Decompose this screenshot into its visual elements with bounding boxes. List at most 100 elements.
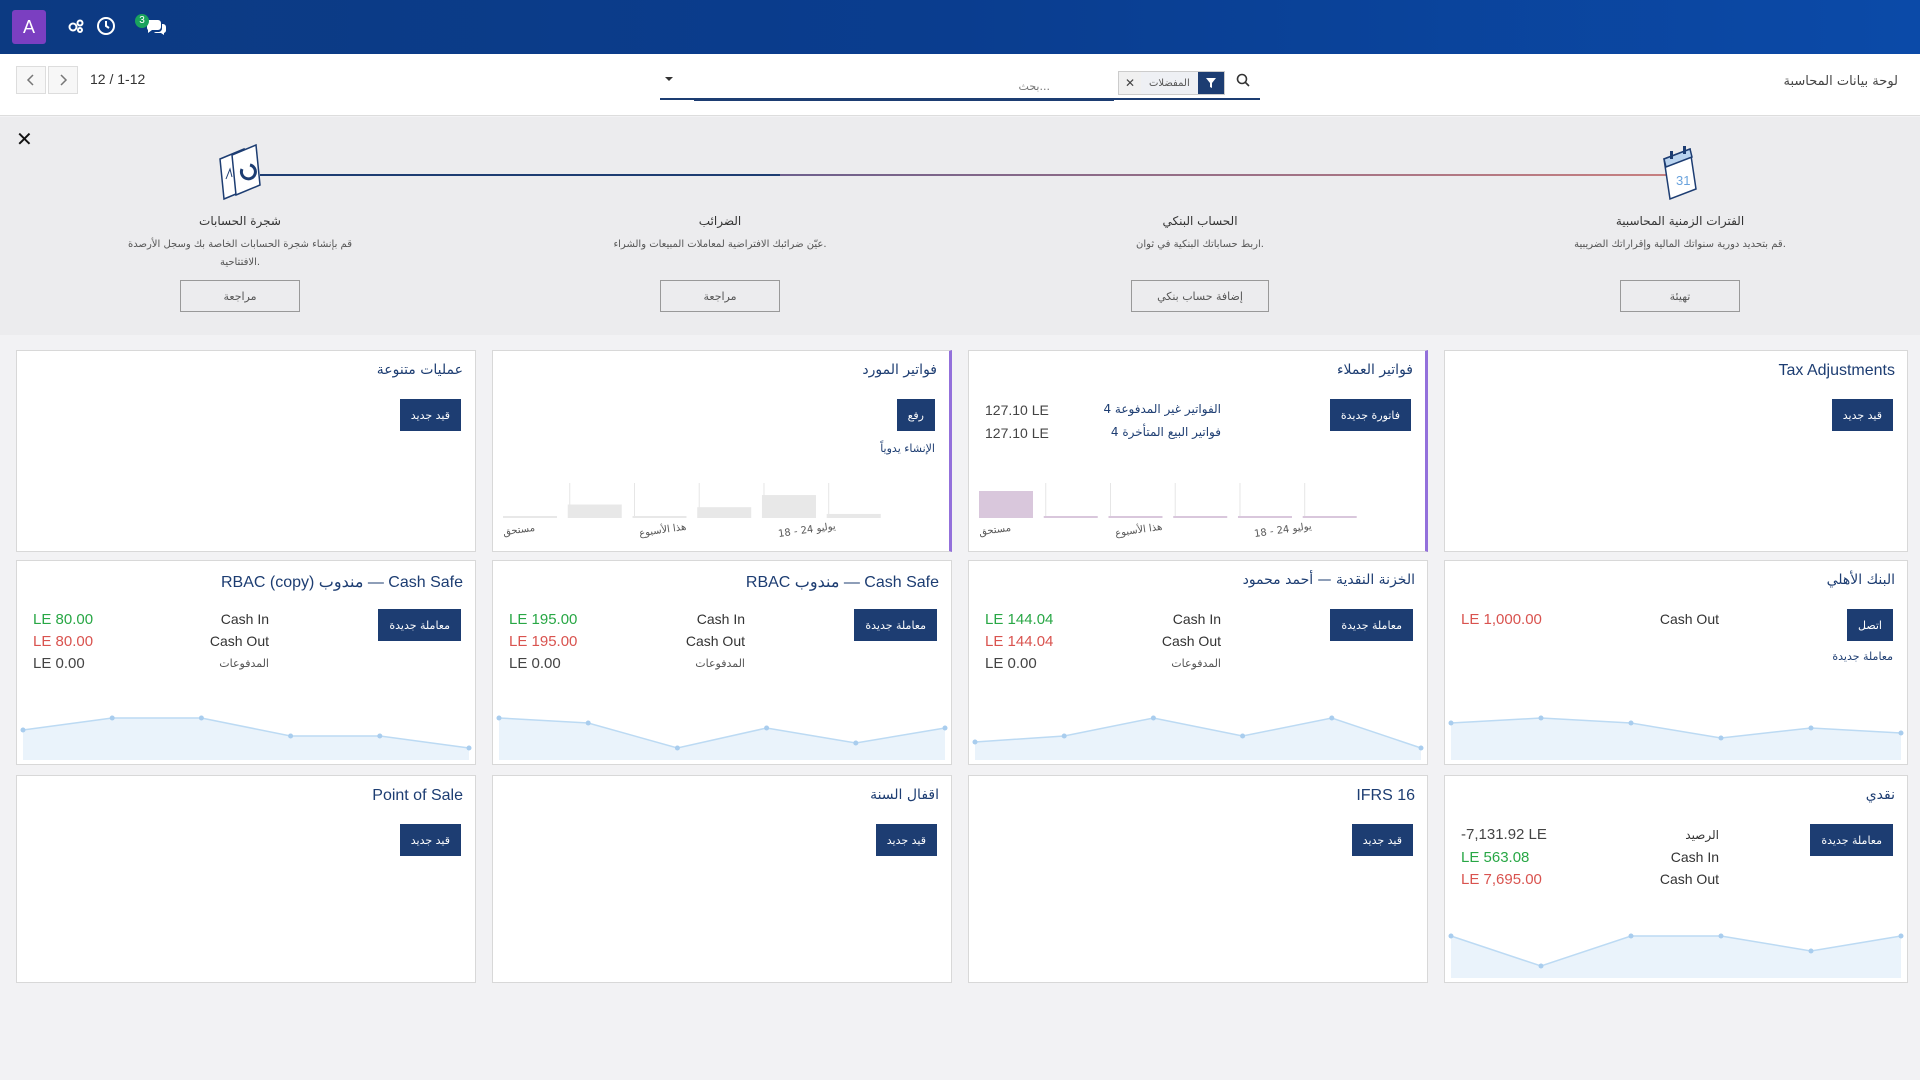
payments-label[interactable]: المدفوعات <box>695 657 745 670</box>
card-title[interactable]: فواتير المورد <box>862 362 937 378</box>
treasury-line-chart[interactable] <box>969 694 1427 764</box>
new-entry-button[interactable]: قيد جديد <box>399 824 461 856</box>
journal-card-cash: نقدي معاملة جديدة الرصيد -7,131.92 LE Ca… <box>1444 775 1908 983</box>
card-title[interactable]: Point of Sale <box>372 787 463 804</box>
balance-label: الرصيد <box>1685 828 1719 842</box>
debug-icon[interactable] <box>66 16 88 38</box>
payments-label[interactable]: المدفوعات <box>219 657 269 670</box>
cash-in-label[interactable]: Cash In <box>1670 849 1719 865</box>
step-title: الضرائب <box>698 214 742 228</box>
chart-area <box>975 718 1421 760</box>
cash-out-label[interactable]: Cash Out <box>1161 633 1221 649</box>
chat-icon[interactable] <box>144 16 167 38</box>
chart-bar <box>761 495 816 518</box>
bank-line-chart[interactable] <box>1445 694 1907 764</box>
chart-point <box>1808 948 1814 954</box>
add-bank-account-button[interactable]: إضافة حساب بنكي <box>1131 280 1269 312</box>
create-manually-link[interactable]: الإنشاء يدوياً <box>880 442 935 455</box>
review-accounts-button[interactable]: مراجعة <box>180 280 300 312</box>
card-title[interactable]: IFRS 16 <box>1356 787 1415 804</box>
configure-button[interactable]: تهيئة <box>1620 280 1740 312</box>
chart-point <box>1718 735 1724 741</box>
pager-next-button[interactable] <box>48 66 78 94</box>
facet-remove-icon[interactable]: ✕ <box>1119 72 1141 94</box>
card-title[interactable]: Tax Adjustments <box>1778 362 1896 379</box>
svg-text:31: 31 <box>1676 173 1690 188</box>
chart-point <box>585 720 591 726</box>
new-transaction-button[interactable]: معاملة جديدة <box>1810 824 1893 856</box>
journal-card-rbac-copy-safe: RBAC (copy) مندوب — Cash Safe معاملة جدي… <box>16 560 476 765</box>
chart-point <box>1240 733 1246 739</box>
search-input[interactable] <box>810 76 1050 96</box>
new-entry-button[interactable]: قيد جديد <box>399 399 461 431</box>
cash-in-label[interactable]: Cash In <box>1172 611 1221 627</box>
card-title[interactable]: البنك الأهلي <box>1826 572 1895 588</box>
late-invoices-amount: 127.10 LE <box>985 425 1049 441</box>
messages-badge: 3 <box>135 14 149 28</box>
card-title[interactable]: RBAC مندوب — Cash Safe <box>745 574 939 591</box>
chart-point <box>1628 933 1634 939</box>
new-entry-button[interactable]: قيد جديد <box>875 824 937 856</box>
chart-point <box>466 745 472 751</box>
onboarding-panel: ✕ 31 الفترات الزمنية المحاسبية قم بتحديد… <box>0 117 1920 335</box>
unpaid-invoices-link[interactable]: 4 الفواتير غير المدفوعة <box>1103 402 1221 416</box>
card-title[interactable]: نقدي <box>1865 787 1895 803</box>
card-title[interactable]: الخزنة النقدية — أحمد محمود <box>1242 572 1415 588</box>
pager-limit: 12 <box>90 71 106 87</box>
review-taxes-button[interactable]: مراجعة <box>660 280 780 312</box>
search-focus-line <box>694 98 1114 101</box>
close-icon[interactable]: ✕ <box>16 127 33 151</box>
pager-value[interactable]: 12 / 1-12 <box>90 71 146 87</box>
chart-point <box>496 715 502 721</box>
card-title[interactable]: فواتير العملاء <box>1336 362 1413 378</box>
cash-in-value: LE 195.00 <box>509 611 578 628</box>
new-transaction-button[interactable]: معاملة جديدة <box>378 609 461 641</box>
chart-bar <box>1108 516 1163 518</box>
chart-bar <box>1302 516 1357 518</box>
cash-out-label[interactable]: Cash Out <box>1659 871 1719 887</box>
chart-point <box>1898 730 1904 736</box>
new-invoice-button[interactable]: فاتورة جديدة <box>1329 399 1411 431</box>
card-title[interactable]: اقفال السنة <box>870 787 939 803</box>
chevron-right-icon <box>60 74 68 86</box>
search-icon[interactable] <box>1236 73 1254 91</box>
rbac-copy-line-chart[interactable] <box>17 694 475 764</box>
new-transaction-button[interactable]: معاملة جديدة <box>854 609 937 641</box>
cash-out-label[interactable]: Cash Out <box>1659 611 1719 627</box>
cash-out-value: LE 195.00 <box>509 633 578 650</box>
payments-value: LE 0.00 <box>509 655 561 672</box>
invoices-bar-chart[interactable] <box>969 471 1426 551</box>
journal-card-national-bank: البنك الأهلي اتصل معاملة جديدة Cash Out … <box>1444 560 1908 765</box>
new-transaction-button[interactable]: معاملة جديدة <box>1330 609 1413 641</box>
journal-card-cash-treasury: الخزنة النقدية — أحمد محمود معاملة جديدة… <box>968 560 1428 765</box>
bills-bar-chart[interactable] <box>493 471 950 551</box>
new-entry-button[interactable]: قيد جديد <box>1831 399 1893 431</box>
connect-button[interactable]: اتصل <box>1847 609 1893 641</box>
balance-value: -7,131.92 LE <box>1461 826 1547 843</box>
card-title[interactable]: RBAC (copy) مندوب — Cash Safe <box>221 574 463 591</box>
user-avatar[interactable]: A <box>12 10 46 44</box>
search-options-toggle[interactable] <box>664 74 678 88</box>
chart-bar <box>567 504 622 518</box>
payments-label[interactable]: المدفوعات <box>1171 657 1221 670</box>
cash-out-label[interactable]: Cash Out <box>685 633 745 649</box>
clock-icon[interactable] <box>96 16 118 38</box>
cash-in-value: LE 563.08 <box>1461 849 1530 866</box>
pager-previous-button[interactable] <box>16 66 46 94</box>
new-transaction-link[interactable]: معاملة جديدة <box>1832 650 1893 663</box>
journal-card-customer-invoices: فواتير العملاء فاتورة جديدة 4 الفواتير غ… <box>968 350 1428 552</box>
cash-in-label[interactable]: Cash In <box>696 611 745 627</box>
cash-line-chart[interactable] <box>1445 912 1907 982</box>
chart-line <box>498 717 946 749</box>
new-entry-button[interactable]: قيد جديد <box>1351 824 1413 856</box>
card-title[interactable]: عمليات متنوعة <box>376 362 463 378</box>
chart-point <box>1061 733 1067 739</box>
late-invoices-link[interactable]: 4 فواتير البيع المتأخرة <box>1110 425 1221 439</box>
rbac-safe-line-chart[interactable] <box>493 694 951 764</box>
chart-bar <box>697 507 752 518</box>
upload-button[interactable]: رفع <box>896 399 935 431</box>
control-panel: 12 / 1-12 ✕ المفضلات لوحة بيانات المحاسب… <box>0 54 1920 116</box>
cash-in-label[interactable]: Cash In <box>220 611 269 627</box>
cash-out-label[interactable]: Cash Out <box>209 633 269 649</box>
filter-icon <box>1197 72 1224 94</box>
